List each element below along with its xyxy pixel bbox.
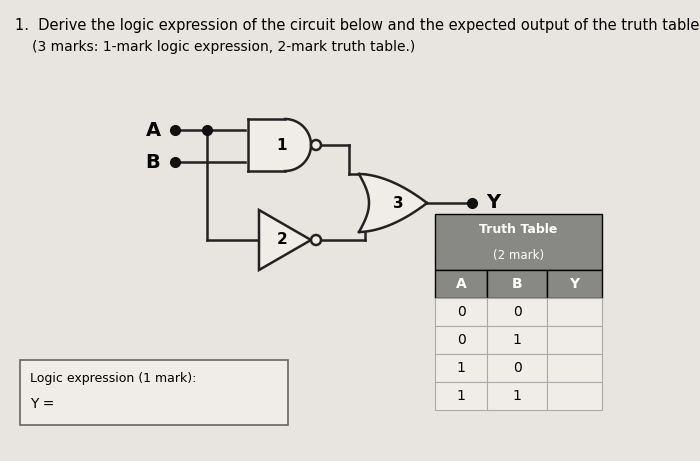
Bar (435, 270, 487, 298)
Text: 0: 0 (512, 305, 522, 319)
Text: B: B (146, 153, 160, 171)
Bar (547, 270, 602, 298)
Bar (435, 326, 487, 354)
Text: (3 marks: 1-mark logic expression, 2-mark truth table.): (3 marks: 1-mark logic expression, 2-mar… (32, 40, 415, 54)
Text: 2: 2 (276, 232, 288, 248)
Bar (547, 354, 602, 382)
Text: Truth Table: Truth Table (480, 223, 558, 236)
Bar (487, 382, 547, 410)
Text: 0: 0 (456, 333, 466, 347)
Text: Y =: Y = (30, 397, 55, 411)
Bar (435, 298, 487, 326)
Bar (487, 298, 547, 326)
Text: 1: 1 (456, 361, 466, 375)
Text: A: A (456, 277, 466, 291)
Bar (487, 270, 547, 298)
Text: 1: 1 (512, 389, 522, 403)
Bar (435, 382, 487, 410)
Text: B: B (512, 277, 522, 291)
Text: 0: 0 (456, 305, 466, 319)
Bar (547, 298, 602, 326)
Text: (2 mark): (2 mark) (493, 249, 544, 262)
Polygon shape (248, 119, 311, 171)
Polygon shape (359, 174, 427, 232)
Text: Y: Y (569, 277, 580, 291)
Bar (435, 214, 602, 270)
Text: 1.  Derive the logic expression of the circuit below and the expected output of : 1. Derive the logic expression of the ci… (15, 18, 700, 33)
Text: 1: 1 (276, 137, 287, 153)
Circle shape (311, 140, 321, 150)
Bar (20, 360, 288, 425)
Text: A: A (146, 120, 160, 140)
Text: 1: 1 (512, 333, 522, 347)
Bar (487, 326, 547, 354)
Bar (547, 326, 602, 354)
Text: Y: Y (486, 194, 500, 213)
Text: 1: 1 (456, 389, 466, 403)
Circle shape (311, 235, 321, 245)
Text: Logic expression (1 mark):: Logic expression (1 mark): (30, 372, 197, 385)
Text: 0: 0 (512, 361, 522, 375)
Bar (435, 354, 487, 382)
Polygon shape (259, 210, 311, 270)
Bar (547, 382, 602, 410)
Bar (487, 354, 547, 382)
Text: 3: 3 (393, 195, 403, 211)
